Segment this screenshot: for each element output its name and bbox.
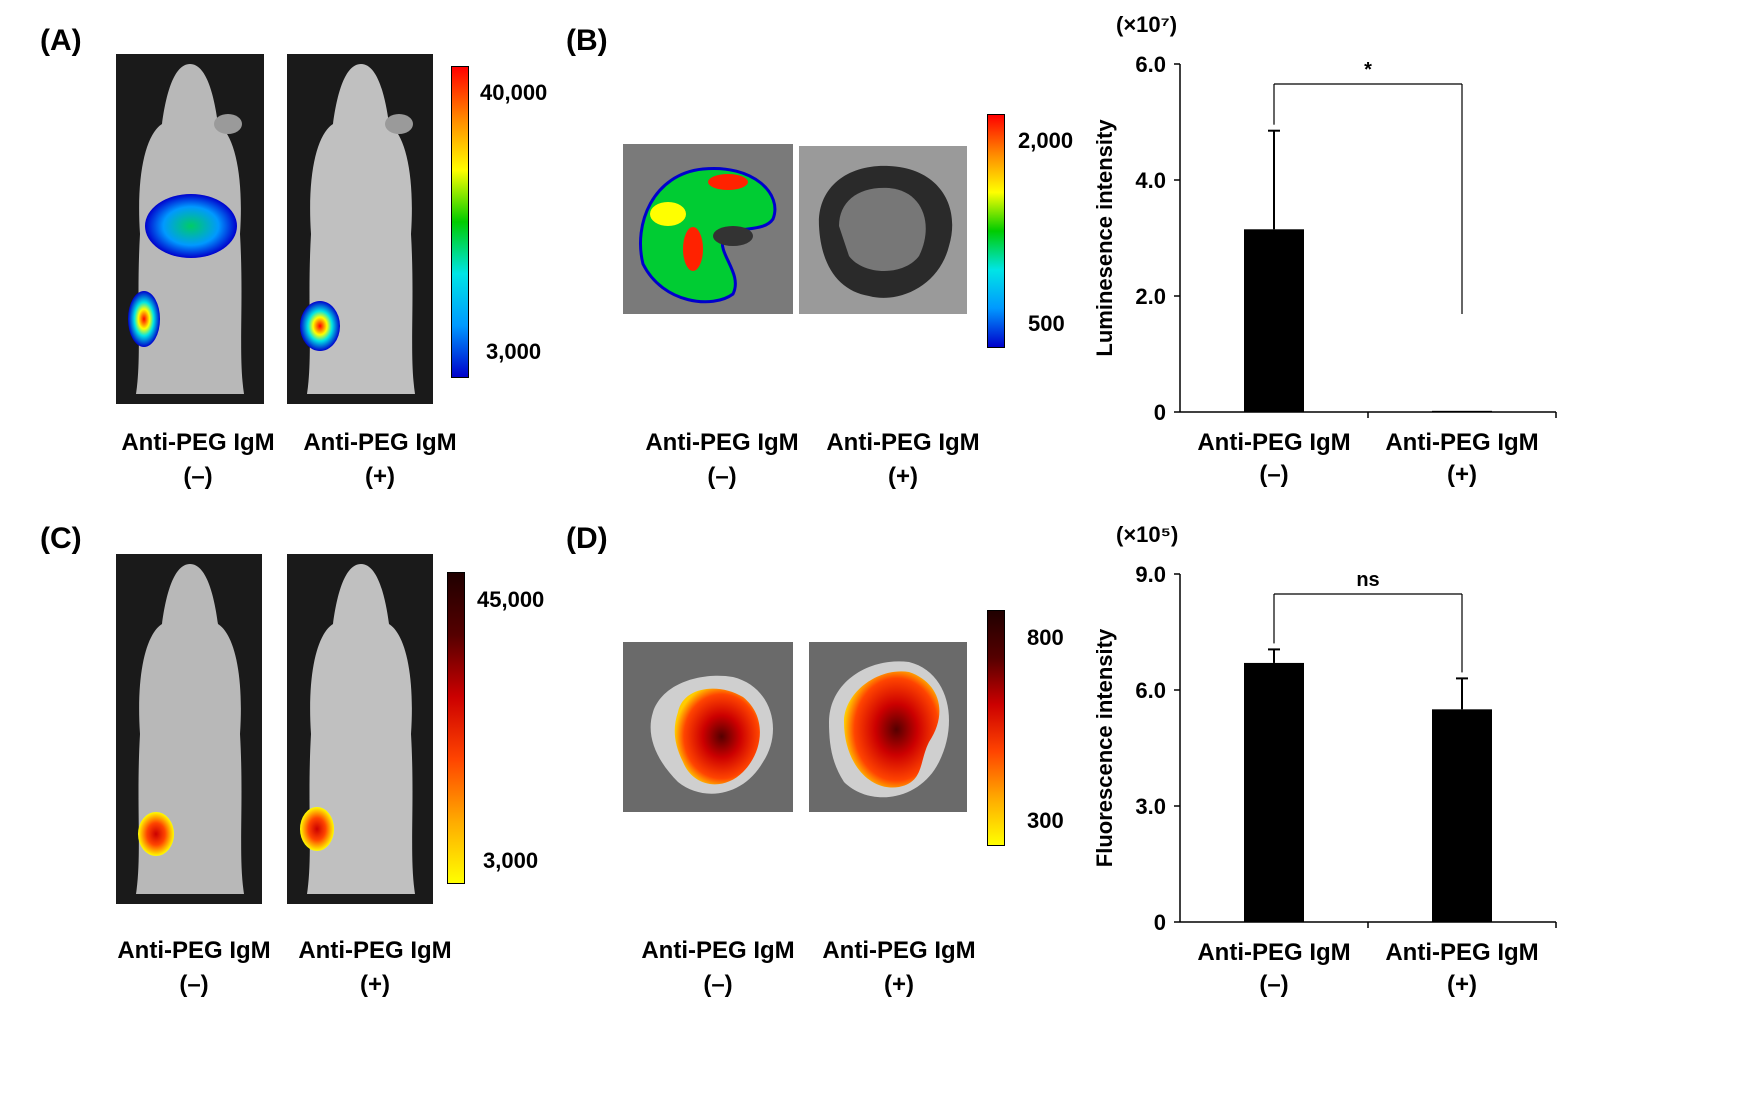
y-tick-label: 0 [1154,400,1166,425]
x-tick-label: Anti-PEG IgM (+) [1385,429,1538,488]
scale-a-max: 40,000 [480,80,548,105]
y-axis-label: Luminesence intensity [1092,119,1117,357]
significance-label: ns [1356,569,1379,591]
mouse-image-c-pos [287,554,433,904]
caption-neg: (–) [703,971,733,998]
significance-label: * [1364,59,1372,81]
mouse-image-c-neg [116,554,262,904]
caption-name: Anti-PEG IgM [826,429,980,456]
x-tick-label: Anti-PEG IgM (–) [1197,939,1350,998]
y-tick-label: 6.0 [1135,678,1166,703]
x-tick-label: Anti-PEG IgM (+) [1385,939,1538,998]
y-tick-label: 4.0 [1135,168,1166,193]
panel-label-b: (B) [566,24,608,57]
caption-d-pos: Anti-PEG IgM (+) [809,934,989,1002]
color-scale-a [451,66,469,378]
caption-b-neg: Anti-PEG IgM (–) [632,426,812,494]
scale-b-min: 500 [1028,311,1065,336]
organ-image-d-neg [623,642,793,812]
color-scale-b [987,114,1005,348]
mouse-image-a-neg [116,54,264,404]
y-multiplier: (×10⁷) [1116,12,1177,37]
caption-a-neg: Anti-PEG IgM (–) [108,426,288,494]
bar [1244,229,1304,412]
scale-c-max: 45,000 [477,587,545,612]
scale-c-min: 3,000 [483,848,539,873]
organ-image-d-pos [809,642,967,812]
caption-pos: (+) [888,463,918,490]
y-tick-label: 0 [1154,910,1166,935]
caption-pos: (+) [365,463,395,490]
caption-b-pos: Anti-PEG IgM (+) [813,426,993,494]
caption-c-pos: Anti-PEG IgM (+) [285,934,465,1002]
bar-chart-d: (×10⁵) Fluorescence intensity 0 3.0 6.0 9.0 An… [1092,522,1557,998]
caption-name: Anti-PEG IgM [303,429,457,456]
panel-label-d: (D) [566,522,608,555]
scale-d-min: 300 [1027,808,1064,833]
caption-neg: (–) [183,463,213,490]
y-multiplier: (×10⁵) [1116,522,1178,547]
x-tick-label: Anti-PEG IgM (–) [1197,429,1350,488]
y-tick-label: 3.0 [1135,794,1166,819]
y-tick-label: 9.0 [1135,562,1166,587]
panel-label-c: (C) [40,522,82,555]
bar [1432,709,1492,922]
caption-neg: (–) [707,463,737,490]
caption-name: Anti-PEG IgM [121,429,275,456]
caption-a-pos: Anti-PEG IgM (+) [290,426,470,494]
scale-b-max: 2,000 [1018,128,1074,153]
y-axis-label: Fluorescence intensity [1092,628,1117,867]
scale-a-min: 3,000 [486,339,542,364]
color-scale-c [447,572,465,884]
bar-chart-b: (×10⁷) Luminesence intensity 0 2.0 4.0 6.0 Ant… [1092,12,1557,488]
mouse-image-a-pos [287,54,433,404]
bar [1244,662,1304,922]
caption-name: Anti-PEG IgM [645,429,799,456]
caption-c-neg: Anti-PEG IgM (–) [104,934,284,1002]
caption-name: Anti-PEG IgM [298,937,452,964]
scale-d-max: 800 [1027,625,1064,650]
caption-name: Anti-PEG IgM [117,937,271,964]
organ-image-b-pos [799,146,967,314]
caption-name: Anti-PEG IgM [641,937,795,964]
caption-name: Anti-PEG IgM [822,937,976,964]
panel-label-a: (A) [40,24,82,57]
color-scale-d [987,610,1005,846]
caption-pos: (+) [360,971,390,998]
caption-pos: (+) [884,971,914,998]
organ-image-b-neg [623,144,793,314]
y-tick-label: 6.0 [1135,52,1166,77]
caption-d-neg: Anti-PEG IgM (–) [628,934,808,1002]
bar [1432,410,1492,413]
caption-neg: (–) [179,971,209,998]
y-tick-label: 2.0 [1135,284,1166,309]
